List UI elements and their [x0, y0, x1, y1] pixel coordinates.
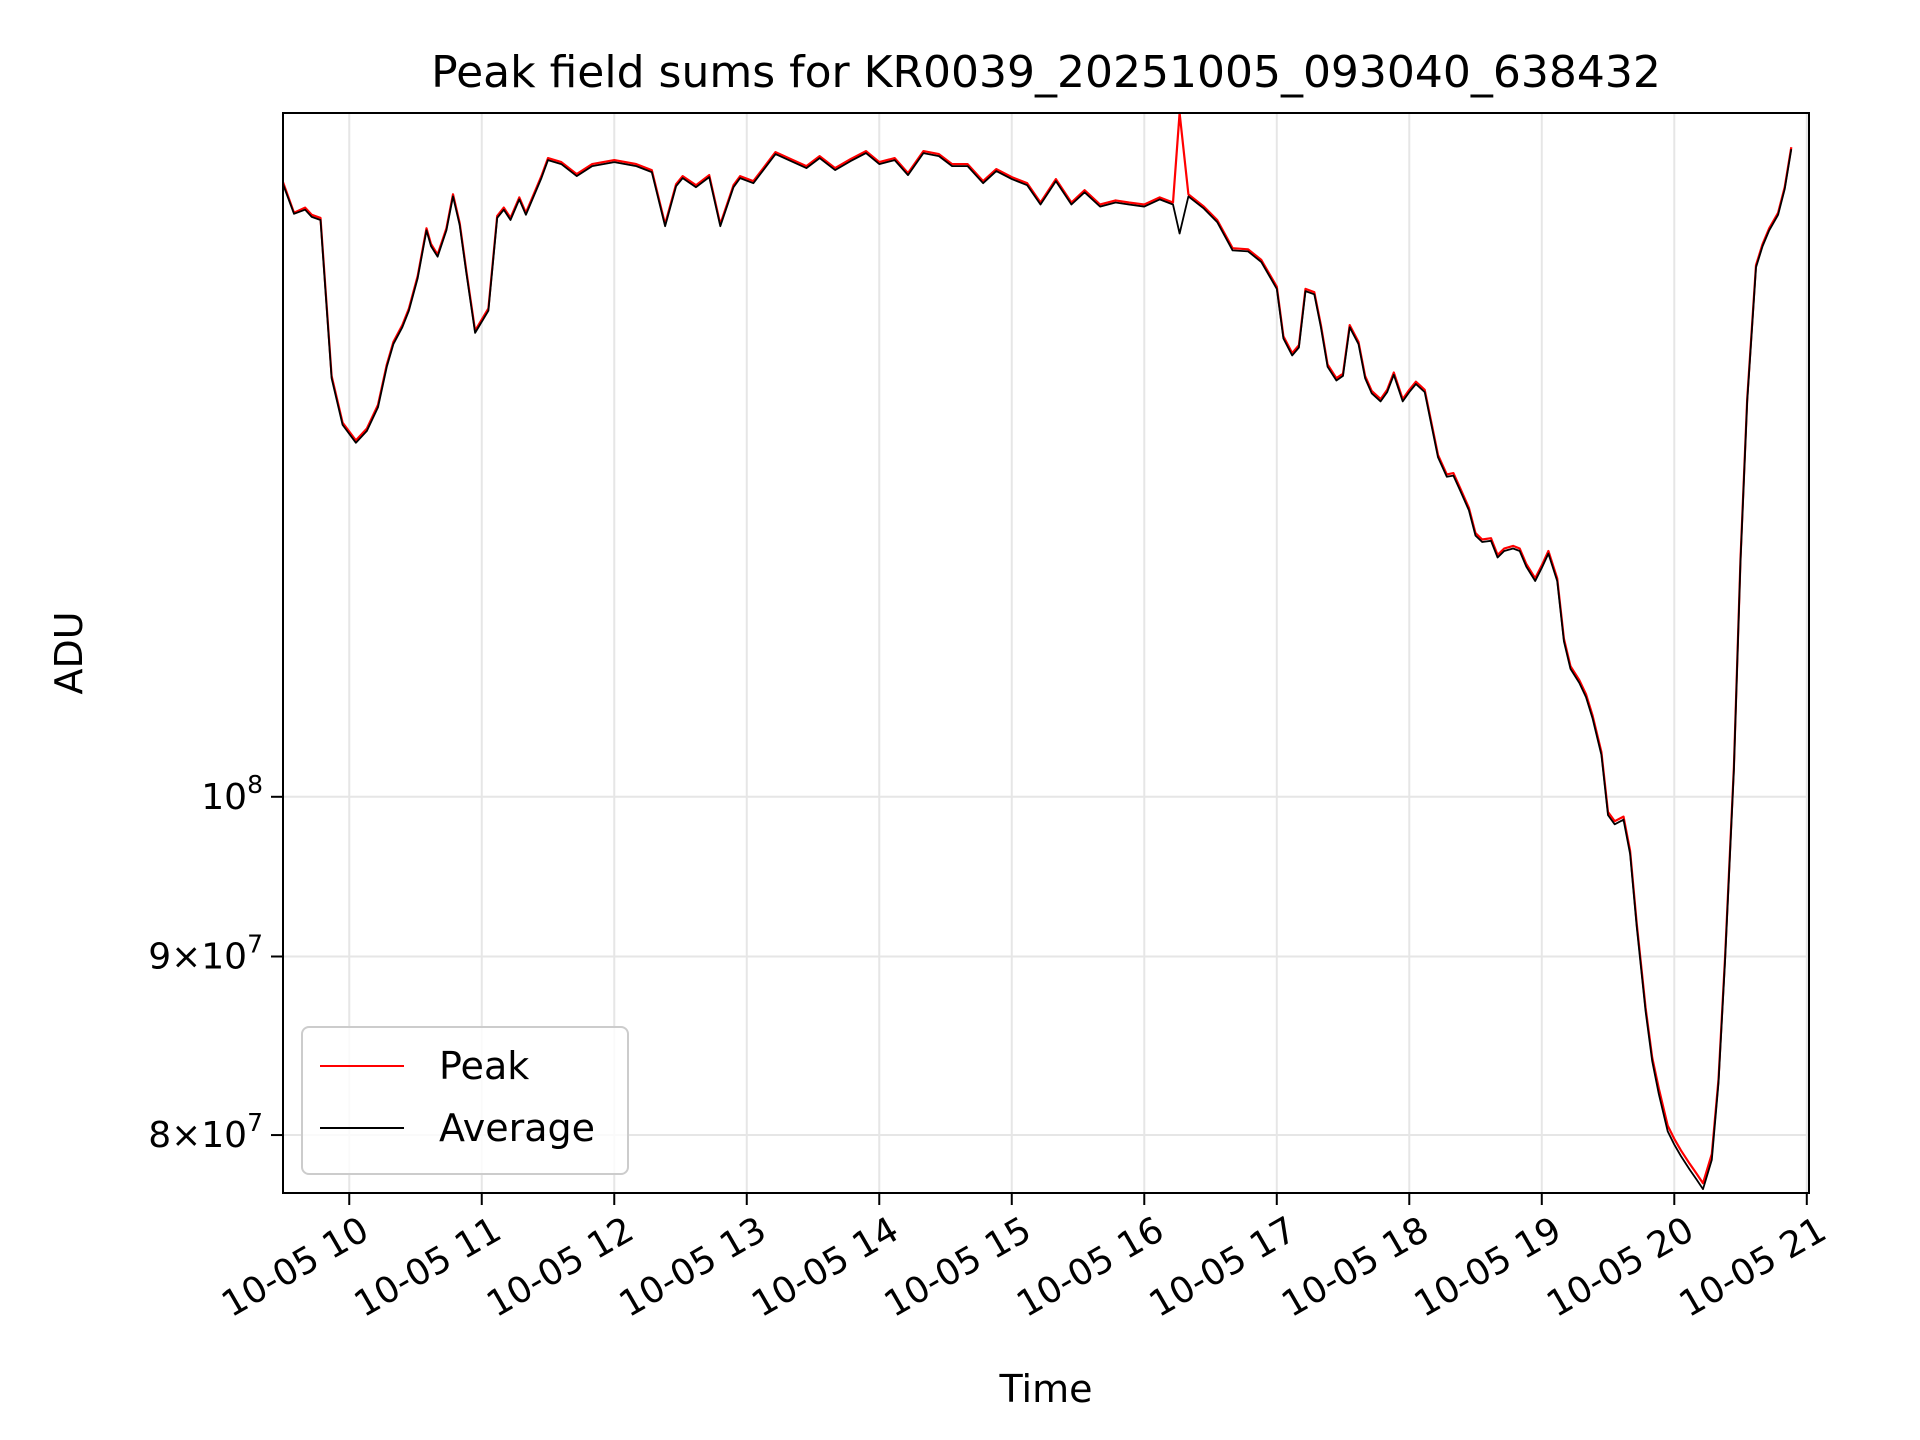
grid: [283, 113, 1809, 1193]
series-line-average: [282, 149, 1793, 1190]
x-axis-label: Time: [999, 1367, 1093, 1411]
legend-label: Average: [439, 1106, 595, 1150]
chart-title: Peak field sums for KR0039_20251005_0930…: [431, 47, 1661, 98]
legend-box: [301, 1026, 629, 1175]
y-tick-label: 8×107: [148, 1108, 263, 1156]
series-layer: [281, 111, 1793, 1190]
y-axis-label: ADU: [47, 611, 91, 694]
legend: Peak Average: [301, 1026, 629, 1175]
plot-frame: [282, 112, 1810, 1194]
legend-label: Peak: [439, 1044, 529, 1088]
y-tick-label: 9×107: [148, 930, 263, 978]
